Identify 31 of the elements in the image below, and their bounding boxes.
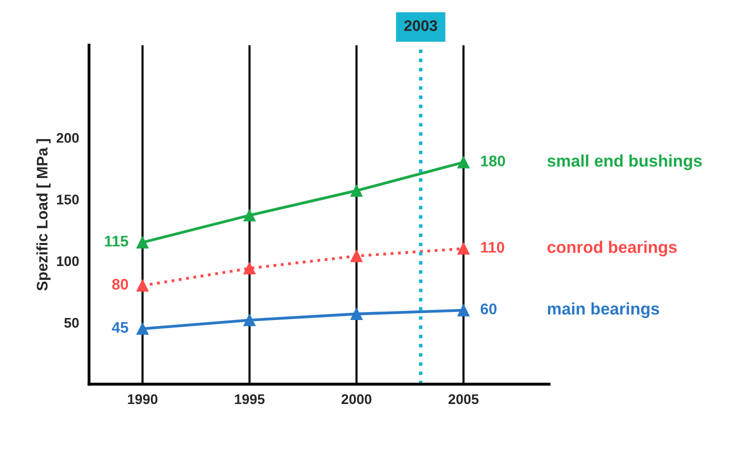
point (136, 236, 149, 249)
y-tick-label: 100 (57, 256, 79, 266)
ref-line-label: 2003 (404, 20, 438, 32)
point (136, 322, 149, 335)
point (350, 250, 363, 262)
y-axis-title: Spezific Load [ MPa ] (36, 139, 51, 291)
text: main bearings (548, 302, 660, 318)
text: small end bushings (547, 154, 702, 170)
point (243, 314, 256, 326)
data-label: 60 (480, 304, 497, 314)
point (457, 242, 470, 255)
data-label: 110 (481, 242, 504, 253)
x-tick-label: 1990 (128, 394, 158, 404)
point (457, 156, 470, 168)
data-label: 115 (104, 236, 128, 247)
data-label: 180 (481, 156, 506, 166)
y-tick-label: 150 (57, 194, 79, 204)
x-tick-label: 2000 (342, 394, 372, 404)
point (243, 209, 256, 222)
x-tick-label: 1995 (234, 394, 265, 404)
point (136, 280, 149, 292)
point (350, 308, 363, 320)
point (350, 184, 363, 197)
x-tick-label: 2005 (448, 394, 479, 404)
y-tick-label: 50 (64, 318, 79, 328)
text: conrod bearings (547, 240, 677, 256)
data-label: 45 (112, 322, 128, 333)
data-label: 80 (112, 278, 128, 290)
y-tick-label: 200 (56, 132, 79, 143)
point (243, 262, 256, 274)
point (457, 304, 470, 316)
